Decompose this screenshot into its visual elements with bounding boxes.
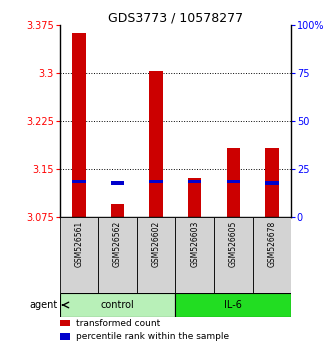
Text: GSM526602: GSM526602: [152, 221, 161, 267]
Bar: [60, 217, 98, 293]
Text: agent: agent: [29, 300, 58, 310]
Text: control: control: [101, 300, 134, 310]
Text: GSM526562: GSM526562: [113, 221, 122, 267]
Text: GSM526561: GSM526561: [74, 221, 83, 267]
Bar: [175, 293, 291, 316]
Bar: [137, 217, 175, 293]
Bar: [188, 178, 202, 217]
Bar: [111, 204, 124, 217]
Title: GDS3773 / 10578277: GDS3773 / 10578277: [108, 12, 243, 25]
Bar: [98, 217, 137, 293]
Text: GSM526678: GSM526678: [267, 221, 276, 267]
Bar: [175, 217, 214, 293]
Bar: [149, 72, 163, 217]
Text: GSM526603: GSM526603: [190, 221, 199, 267]
Text: IL-6: IL-6: [224, 300, 242, 310]
Bar: [214, 217, 253, 293]
Bar: [227, 148, 240, 217]
Bar: [253, 217, 291, 293]
Bar: [72, 179, 86, 183]
Text: percentile rank within the sample: percentile rank within the sample: [76, 332, 229, 341]
Bar: [227, 179, 240, 183]
Bar: [60, 293, 175, 316]
Bar: [265, 181, 279, 185]
Bar: [265, 148, 279, 217]
Bar: [72, 33, 86, 217]
Bar: [188, 179, 202, 183]
Bar: [60, 320, 70, 326]
Bar: [149, 179, 163, 183]
Bar: [111, 181, 124, 185]
Bar: [60, 333, 70, 340]
Text: GSM526605: GSM526605: [229, 221, 238, 267]
Text: transformed count: transformed count: [76, 319, 160, 328]
